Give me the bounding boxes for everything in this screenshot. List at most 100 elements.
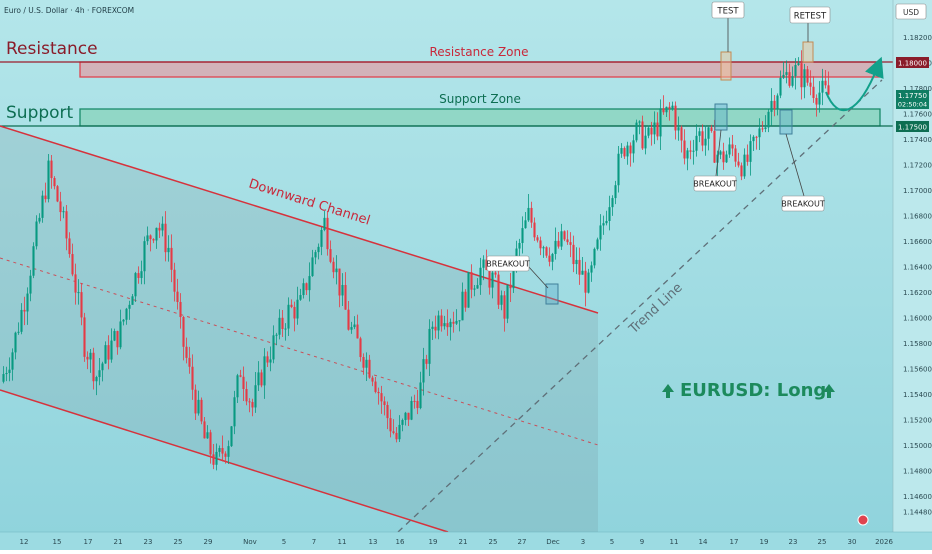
candle (743, 148, 746, 179)
candle-body (818, 92, 821, 105)
candle-body (803, 69, 806, 88)
candle-body (686, 150, 689, 159)
candle (239, 369, 242, 378)
candle (269, 346, 272, 372)
candle (395, 427, 398, 443)
candle (590, 261, 593, 282)
candle (14, 331, 17, 360)
candle-body (425, 359, 428, 364)
candle-body (116, 331, 119, 348)
candle (185, 337, 188, 364)
candle-body (140, 271, 143, 278)
candle (68, 232, 71, 258)
candle (776, 93, 779, 116)
candle-body (251, 402, 254, 408)
breakout-box-support-1 (714, 103, 728, 131)
candle (338, 268, 341, 308)
candle-body (173, 269, 176, 292)
candle (146, 226, 149, 245)
candle (752, 135, 755, 152)
candle-body (344, 284, 347, 310)
candle (344, 272, 347, 310)
currency-badge[interactable] (895, 3, 927, 20)
candle (449, 318, 452, 341)
candle-body (605, 220, 608, 224)
candle (224, 451, 227, 464)
candle-body (257, 372, 260, 386)
candle (497, 265, 500, 309)
candle-body (743, 154, 746, 177)
candle-body (368, 359, 371, 378)
candle-body (323, 217, 326, 230)
candle-body (386, 404, 389, 419)
candle (431, 321, 434, 341)
candle-body (512, 261, 515, 289)
candle-body (98, 370, 101, 378)
candle (470, 264, 473, 299)
candle-body (470, 272, 473, 290)
candle (347, 301, 350, 331)
candle-body (479, 267, 482, 286)
x-tick-label: 21 (459, 538, 468, 546)
countdown-text: 02:50:04 (898, 101, 927, 109)
candle (50, 154, 53, 189)
candle-body (350, 327, 353, 330)
resistance-zone (79, 61, 881, 78)
support-price-text: 1.17500 (898, 124, 927, 132)
candle-body (767, 111, 770, 128)
x-tick-label: 3 (581, 538, 585, 546)
candle-body (455, 320, 458, 324)
candle (386, 401, 389, 430)
test-label: TEST (716, 7, 739, 17)
candle (143, 236, 146, 285)
candle (770, 88, 773, 126)
candle (479, 257, 482, 295)
candle-body (710, 127, 713, 131)
candle (569, 232, 572, 258)
channel-lower-line (0, 389, 449, 533)
candle (773, 95, 776, 117)
candle-body (443, 323, 446, 327)
x-tick-label: 15 (53, 538, 62, 546)
candle (554, 227, 557, 260)
candle-body (728, 144, 731, 155)
candle-body (584, 270, 587, 293)
y-tick-label: 1.16000 (903, 315, 932, 323)
x-tick-label: 25 (818, 538, 827, 546)
breakout-box-channel (545, 283, 559, 305)
candle (365, 352, 368, 381)
candle-body (266, 356, 269, 363)
candle-body (695, 135, 698, 151)
test-box (720, 51, 732, 81)
candle (353, 316, 356, 330)
candle (215, 443, 218, 471)
breakout-label-3: BREAKOUT (781, 200, 825, 209)
x-tick-label: 19 (760, 538, 769, 546)
candle (710, 124, 713, 133)
candle-body (758, 128, 761, 138)
candle-body (125, 308, 128, 320)
candle-body (500, 295, 503, 305)
candle (101, 361, 104, 382)
breakout-label-2: BREAKOUT (693, 180, 737, 189)
candle (110, 328, 113, 363)
candle (119, 309, 122, 350)
retest-box (802, 41, 814, 63)
candle-body (809, 82, 812, 87)
trend-line (397, 79, 883, 533)
candle (209, 429, 212, 464)
candle-body (179, 301, 182, 318)
candle-body (38, 217, 41, 222)
candle (779, 70, 782, 99)
candle (824, 69, 827, 89)
x-tick-label: 9 (640, 538, 644, 546)
candle-body (320, 229, 323, 247)
candle-body (182, 317, 185, 347)
candle-body (359, 338, 362, 358)
candle (155, 227, 158, 249)
candle-body (296, 299, 299, 319)
candle-body (95, 377, 98, 382)
candle-body (692, 150, 695, 152)
